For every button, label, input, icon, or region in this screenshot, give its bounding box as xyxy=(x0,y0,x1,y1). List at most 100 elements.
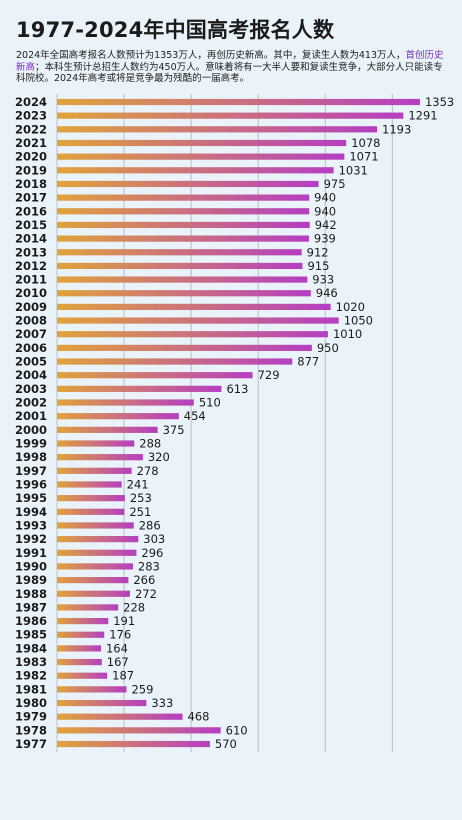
value-label: 975 xyxy=(324,177,346,191)
category-label: 2003 xyxy=(15,382,47,396)
bar xyxy=(57,686,127,693)
bar xyxy=(57,317,339,324)
bar xyxy=(57,358,293,365)
category-label: 2007 xyxy=(15,327,47,341)
category-label: 1980 xyxy=(15,696,47,710)
bar xyxy=(57,208,310,215)
bar xyxy=(57,699,147,707)
bar xyxy=(57,658,102,666)
value-label: 610 xyxy=(226,723,248,737)
value-label: 251 xyxy=(129,505,151,519)
category-label: 2015 xyxy=(15,218,47,232)
bar xyxy=(57,454,143,461)
value-label: 1010 xyxy=(333,327,362,341)
category-label: 2017 xyxy=(15,191,47,205)
bar xyxy=(57,631,105,638)
bar xyxy=(57,344,312,351)
value-label: 933 xyxy=(312,273,334,287)
subtitle-part-2: ；本科生预计总招生人数约为450万人。意味着将有一大半人要和复读生竞争，大部分人… xyxy=(16,61,443,85)
category-label: 1997 xyxy=(15,464,47,478)
subtitle: 2024年全国高考报名人数预计为1353万人，再创历史新高。其中，复读生人数为4… xyxy=(16,50,446,85)
category-label: 2024 xyxy=(15,95,47,109)
value-label: 286 xyxy=(139,518,161,532)
bar xyxy=(57,727,221,734)
subtitle-highlight: 首创历史新高 xyxy=(16,50,444,73)
bar xyxy=(57,549,137,556)
value-label: 333 xyxy=(151,696,173,710)
bar xyxy=(57,290,311,297)
value-label: 303 xyxy=(143,532,165,546)
category-label: 2010 xyxy=(15,286,47,300)
category-label: 1994 xyxy=(15,505,47,519)
value-label: 375 xyxy=(163,423,185,437)
bar xyxy=(57,112,404,119)
bar xyxy=(57,235,309,242)
category-label: 1982 xyxy=(15,669,47,683)
value-label: 940 xyxy=(314,204,336,218)
value-label: 939 xyxy=(314,232,336,246)
category-label: 2001 xyxy=(15,409,47,423)
category-label: 1979 xyxy=(15,710,47,724)
category-label: 1984 xyxy=(15,641,47,655)
bar xyxy=(57,126,378,133)
category-label: 2009 xyxy=(15,300,47,314)
category-label: 2018 xyxy=(15,177,47,191)
value-label: 1031 xyxy=(339,163,368,177)
bar xyxy=(57,194,310,201)
value-label: 283 xyxy=(138,559,160,573)
value-label: 877 xyxy=(297,355,319,369)
value-label: 278 xyxy=(137,464,159,478)
value-label: 191 xyxy=(113,614,135,628)
category-label: 2005 xyxy=(15,355,47,369)
bar xyxy=(57,645,101,652)
bar xyxy=(57,153,345,160)
bar xyxy=(57,604,119,611)
bar xyxy=(57,331,328,338)
category-label: 1989 xyxy=(15,573,47,587)
value-label: 1291 xyxy=(408,109,437,123)
value-label: 950 xyxy=(317,341,339,355)
bar xyxy=(57,617,109,625)
category-label: 1981 xyxy=(15,682,47,696)
category-label: 2014 xyxy=(15,232,47,246)
value-label: 187 xyxy=(112,669,134,683)
value-label: 176 xyxy=(109,628,131,642)
subtitle-part-1: 2024年全国高考报名人数预计为1353万人，再创历史新高。其中，复读生人数为4… xyxy=(16,50,406,61)
category-label: 1993 xyxy=(15,518,47,532)
value-label: 912 xyxy=(307,245,329,259)
value-label: 942 xyxy=(315,218,337,232)
bar xyxy=(57,713,183,720)
category-label: 1991 xyxy=(15,546,47,560)
bar xyxy=(57,372,253,379)
bar xyxy=(57,508,125,515)
category-label: 2000 xyxy=(15,423,47,437)
category-label: 1995 xyxy=(15,491,47,505)
category-label: 1978 xyxy=(15,723,47,737)
bar xyxy=(57,481,122,488)
bar xyxy=(57,440,135,447)
value-label: 1020 xyxy=(336,300,365,314)
value-label: 1071 xyxy=(349,150,378,164)
category-label: 1983 xyxy=(15,655,47,669)
category-label: 1996 xyxy=(15,477,47,491)
bar xyxy=(57,495,125,502)
bar xyxy=(57,672,108,679)
bar xyxy=(57,577,129,584)
category-label: 1987 xyxy=(15,600,47,614)
category-label: 1990 xyxy=(15,559,47,573)
category-label: 1977 xyxy=(15,737,47,751)
bar xyxy=(57,536,139,543)
value-label: 468 xyxy=(188,710,210,724)
bar xyxy=(57,522,134,529)
bar xyxy=(57,467,132,474)
category-label: 1986 xyxy=(15,614,47,628)
grid-lines xyxy=(56,94,393,753)
category-label: 1988 xyxy=(15,587,47,601)
page-title: 1977-2024年中国高考报名人数 xyxy=(16,18,335,42)
value-label: 613 xyxy=(226,382,248,396)
value-label: 1078 xyxy=(351,136,380,150)
value-label: 454 xyxy=(184,409,206,423)
bar xyxy=(57,413,179,420)
bar xyxy=(57,180,319,188)
